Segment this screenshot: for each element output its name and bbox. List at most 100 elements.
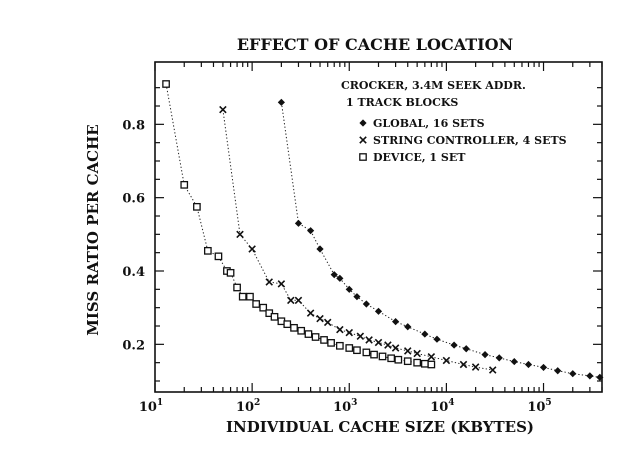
data-point-diamond [539,363,548,372]
legend-header-2: 1 TRACK BLOCKS [346,96,458,109]
legend-marker-diamond [359,119,367,127]
data-point-square [214,252,223,261]
axis-ticks: 101 102 103 104 105 0.2 0.4 0.6 0.8 [122,62,603,415]
data-point-square [193,202,201,211]
data-point-diamond [294,219,303,227]
data-point-diamond [495,354,503,362]
data-point-x [403,347,412,355]
data-point-x [316,314,324,323]
data-point-x [306,309,315,317]
data-point-diamond [353,293,361,301]
data-point-diamond [392,318,400,326]
legend-label: DEVICE, 1 SET [373,151,466,164]
x-tick-label: 105 [527,398,551,415]
data-point-x [336,325,344,334]
data-point-square [311,333,320,341]
data-point-square [226,268,235,277]
series-x [219,105,497,374]
data-point-square [203,246,212,255]
x-tick-label: 102 [236,398,260,415]
data-point-x [345,328,354,337]
data-point-square [162,80,170,88]
data-point-x [323,318,332,327]
data-point-x [219,105,227,114]
data-point-diamond [330,271,338,279]
data-point-x [391,344,400,352]
chart-title: EFFECT OF CACHE LOCATION [237,35,513,54]
data-point-x [356,332,365,341]
data-point-x [365,336,373,344]
data-point-x [442,356,451,365]
data-point-square [370,350,378,359]
data-point-square [345,344,354,352]
data-point-square [180,180,189,189]
data-point-square [320,336,328,344]
data-point-x [277,280,286,288]
data-point-diamond [524,360,533,369]
data-point-square [304,330,313,338]
data-point-diamond [450,341,458,349]
data-point-square [335,341,344,350]
series-diamond [277,98,604,381]
data-point-diamond [404,323,412,331]
data-point-square [290,323,298,332]
x-tick-label: 101 [139,398,163,415]
data-point-square [283,320,292,329]
legend-label: GLOBAL, 16 SETS [373,117,485,130]
data-point-diamond [510,357,518,366]
legend-items: GLOBAL, 16 SETS STRING CONTROLLER, 4 SETS… [359,117,567,164]
legend: CROCKER, 3.4M SEEK ADDR. 1 TRACK BLOCKS … [341,79,567,164]
data-point-diamond [433,335,441,343]
data-point-diamond [569,370,577,378]
data-point-square [427,360,436,369]
data-point-diamond [316,245,324,253]
data-point-x [471,363,480,371]
data-point-square [259,303,268,312]
series-square [162,80,436,369]
data-point-square [387,354,396,363]
data-point-x [248,245,256,253]
y-tick-label: 0.6 [122,192,145,207]
legend-label: STRING CONTROLLER, 4 SETS [373,134,567,147]
plot-marks [162,80,604,381]
y-axis-label: MISS RATIO PER CACHE [84,124,102,335]
data-point-diamond [586,372,594,380]
legend-header-1: CROCKER, 3.4M SEEK ADDR. [341,79,526,92]
series-line [222,109,493,371]
data-point-diamond [481,351,489,359]
data-point-x [236,230,244,239]
data-point-square [233,283,241,292]
y-tick-label: 0.4 [122,265,145,280]
legend-marker-x [359,136,367,144]
y-tick-label: 0.2 [122,338,145,353]
data-point-square [420,359,429,368]
data-point-x [413,349,421,358]
data-point-x [294,296,303,305]
data-point-diamond [345,285,353,293]
data-point-diamond [362,300,370,308]
data-point-square [297,326,306,335]
data-point-square [327,339,335,347]
data-point-x [265,278,273,286]
data-point-square [394,355,403,364]
data-point-diamond [336,274,344,282]
data-point-x [287,296,295,305]
data-point-x [488,366,497,374]
data-point-square [246,292,254,301]
x-axis-label: INDIVIDUAL CACHE SIZE (KBYTES) [226,418,534,436]
data-point-diamond [554,367,562,375]
data-point-diamond [462,345,470,353]
data-point-square [252,300,261,308]
data-point-diamond [307,227,315,235]
data-point-square [270,312,279,321]
data-point-diamond [596,373,604,381]
data-point-diamond [277,98,285,106]
data-point-diamond [421,330,429,338]
data-point-square [413,358,422,367]
data-point-x [384,341,392,349]
x-tick-label: 104 [430,398,454,415]
data-point-square [353,346,361,355]
data-point-square [238,292,247,301]
legend-marker-square [359,153,367,161]
